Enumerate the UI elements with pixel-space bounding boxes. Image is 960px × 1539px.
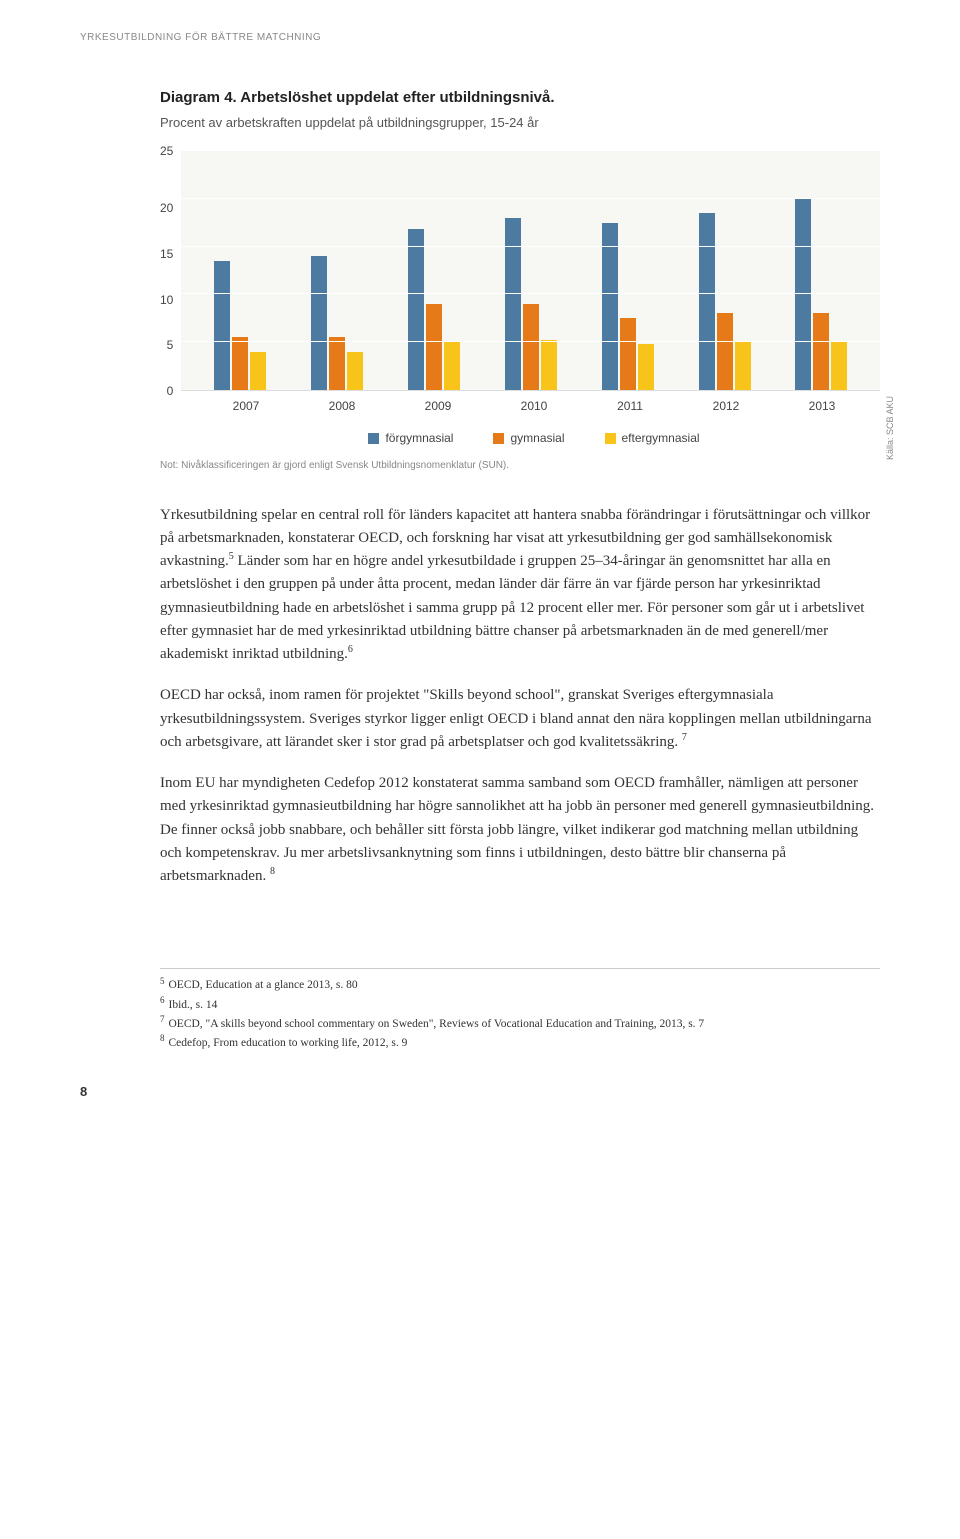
bar — [620, 318, 636, 390]
bar-group — [505, 151, 557, 390]
bar — [444, 342, 460, 390]
page-number: 8 — [80, 1082, 880, 1102]
x-tick: 2013 — [774, 397, 870, 416]
chart-wrap: 2520151050 Källa: SCB AKU 20072008200920… — [160, 151, 880, 416]
paragraph-1: Yrkesutbildning spelar en central roll f… — [160, 504, 880, 667]
bar — [813, 313, 829, 389]
footnote-5: 5OECD, Education at a glance 2013, s. 80 — [160, 977, 880, 994]
bar-group — [602, 151, 654, 390]
bar — [541, 340, 557, 390]
bar-group — [311, 151, 363, 390]
body-text: Yrkesutbildning spelar en central roll f… — [160, 504, 880, 889]
footnote-7-text: OECD, "A skills beyond school commentary… — [169, 1018, 705, 1030]
y-axis: 2520151050 — [160, 151, 181, 391]
bar — [408, 229, 424, 390]
x-tick: 2009 — [390, 397, 486, 416]
footnotes: 5OECD, Education at a glance 2013, s. 80… — [160, 968, 880, 1052]
legend-item: förgymnasial — [368, 429, 453, 448]
paragraph-3: Inom EU har myndigheten Cedefop 2012 kon… — [160, 772, 880, 888]
chart-subtitle: Procent av arbetskraften uppdelat på utb… — [160, 113, 880, 133]
paragraph-2: OECD har också, inom ramen för projektet… — [160, 684, 880, 754]
chart-legend: förgymnasial gymnasial eftergymnasial — [188, 429, 880, 448]
plot-area — [181, 151, 880, 391]
bar — [311, 256, 327, 390]
bar — [638, 344, 654, 390]
x-tick: 2012 — [678, 397, 774, 416]
bar — [717, 313, 733, 389]
chart-title: Diagram 4. Arbetslöshet uppdelat efter u… — [160, 86, 880, 109]
chart-source: Källa: SCB AKU — [884, 395, 898, 459]
y-tick: 15 — [160, 248, 173, 260]
legend-label: gymnasial — [510, 429, 564, 448]
y-tick: 0 — [167, 385, 174, 397]
y-tick: 25 — [160, 145, 173, 157]
bar-group — [699, 151, 751, 390]
bar — [250, 352, 266, 390]
y-tick: 20 — [160, 202, 173, 214]
chart-note: Not: Nivåklassificeringen är gjord enlig… — [160, 458, 880, 474]
footnote-6: 6Ibid., s. 14 — [160, 997, 880, 1014]
bar — [602, 223, 618, 390]
footnote-ref-8: 8 — [270, 866, 275, 877]
footnote-6-text: Ibid., s. 14 — [169, 999, 218, 1011]
legend-item: eftergymnasial — [605, 429, 700, 448]
chart-block: Diagram 4. Arbetslöshet uppdelat efter u… — [160, 86, 880, 474]
legend-item: gymnasial — [493, 429, 564, 448]
footnote-8-text: Cedefop, From education to working life,… — [169, 1037, 408, 1049]
legend-swatch — [605, 433, 616, 444]
bar — [329, 337, 345, 390]
p2-text: OECD har också, inom ramen för projektet… — [160, 687, 872, 750]
bar-groups — [181, 151, 880, 390]
bar — [426, 304, 442, 390]
legend-label: eftergymnasial — [622, 429, 700, 448]
bar — [699, 213, 715, 390]
bar-group — [795, 151, 847, 390]
bar — [735, 342, 751, 390]
x-tick: 2011 — [582, 397, 678, 416]
legend-swatch — [368, 433, 379, 444]
bar — [232, 337, 248, 390]
bar — [523, 304, 539, 390]
bar — [831, 342, 847, 390]
bar — [505, 218, 521, 390]
footnote-7: 7OECD, "A skills beyond school commentar… — [160, 1016, 880, 1033]
x-tick: 2007 — [198, 397, 294, 416]
bar-group — [408, 151, 460, 390]
x-tick: 2010 — [486, 397, 582, 416]
chart-area: 2520151050 — [160, 151, 880, 391]
p1-part2: Länder som har en högre andel yrkesutbil… — [160, 553, 864, 662]
p3-text: Inom EU har myndigheten Cedefop 2012 kon… — [160, 775, 874, 884]
y-tick: 5 — [167, 339, 174, 351]
legend-label: förgymnasial — [385, 429, 453, 448]
bar — [214, 261, 230, 390]
footnote-ref-6: 6 — [348, 644, 353, 655]
x-axis: 2007200820092010201120122013 — [188, 391, 880, 416]
footnote-ref-7: 7 — [682, 732, 687, 743]
footnote-8: 8Cedefop, From education to working life… — [160, 1035, 880, 1052]
bar — [347, 352, 363, 390]
document-header: YRKESUTBILDNING FÖR BÄTTRE MATCHNING — [80, 30, 880, 46]
y-tick: 10 — [160, 294, 173, 306]
legend-swatch — [493, 433, 504, 444]
x-tick: 2008 — [294, 397, 390, 416]
footnote-5-text: OECD, Education at a glance 2013, s. 80 — [169, 979, 358, 991]
bar — [795, 199, 811, 390]
bar-group — [214, 151, 266, 390]
